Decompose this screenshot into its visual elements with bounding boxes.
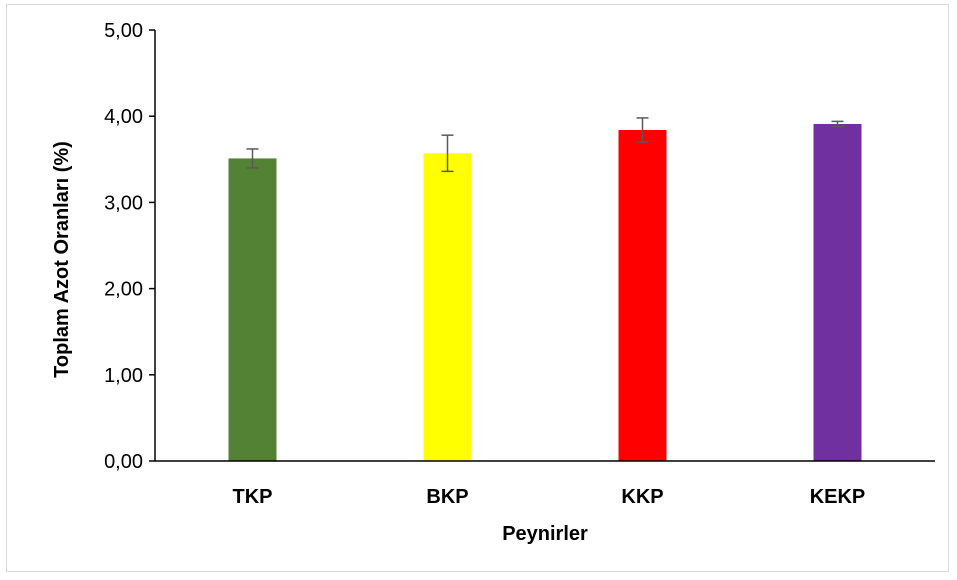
bars <box>228 123 862 462</box>
x-axis-title: Peynirler <box>502 523 588 545</box>
x-category-label: BKP <box>426 486 468 508</box>
error-bar-bkp <box>441 134 454 173</box>
y-tick-label: 0,00 <box>104 451 143 473</box>
error-bar-kekp <box>831 120 844 128</box>
y-tick-label: 1,00 <box>104 365 143 387</box>
error-bars <box>246 117 844 173</box>
x-axis-category-labels: TKP BKP KKP KEKP <box>233 486 866 508</box>
bar-kkp <box>618 129 667 461</box>
y-tick-label: 4,00 <box>104 106 143 128</box>
y-tick-label: 2,00 <box>104 279 143 301</box>
error-bar-kkp <box>636 117 649 143</box>
y-axis-title: Toplam Azot Oranları (%) <box>51 141 73 378</box>
x-category-label: KKP <box>621 486 663 508</box>
y-tick-label: 3,00 <box>104 192 143 214</box>
chart-frame <box>6 4 949 572</box>
bar-kekp <box>813 123 862 461</box>
y-tick-label: 5,00 <box>104 20 143 42</box>
x-category-label: KEKP <box>810 486 866 508</box>
error-bar-tkp <box>246 148 259 169</box>
x-category-label: TKP <box>233 486 273 508</box>
bar-tkp <box>228 158 277 462</box>
y-axis-ticks: 0,00 1,00 2,00 3,00 4,00 5,00 <box>104 20 155 473</box>
bar-bkp <box>423 153 472 462</box>
